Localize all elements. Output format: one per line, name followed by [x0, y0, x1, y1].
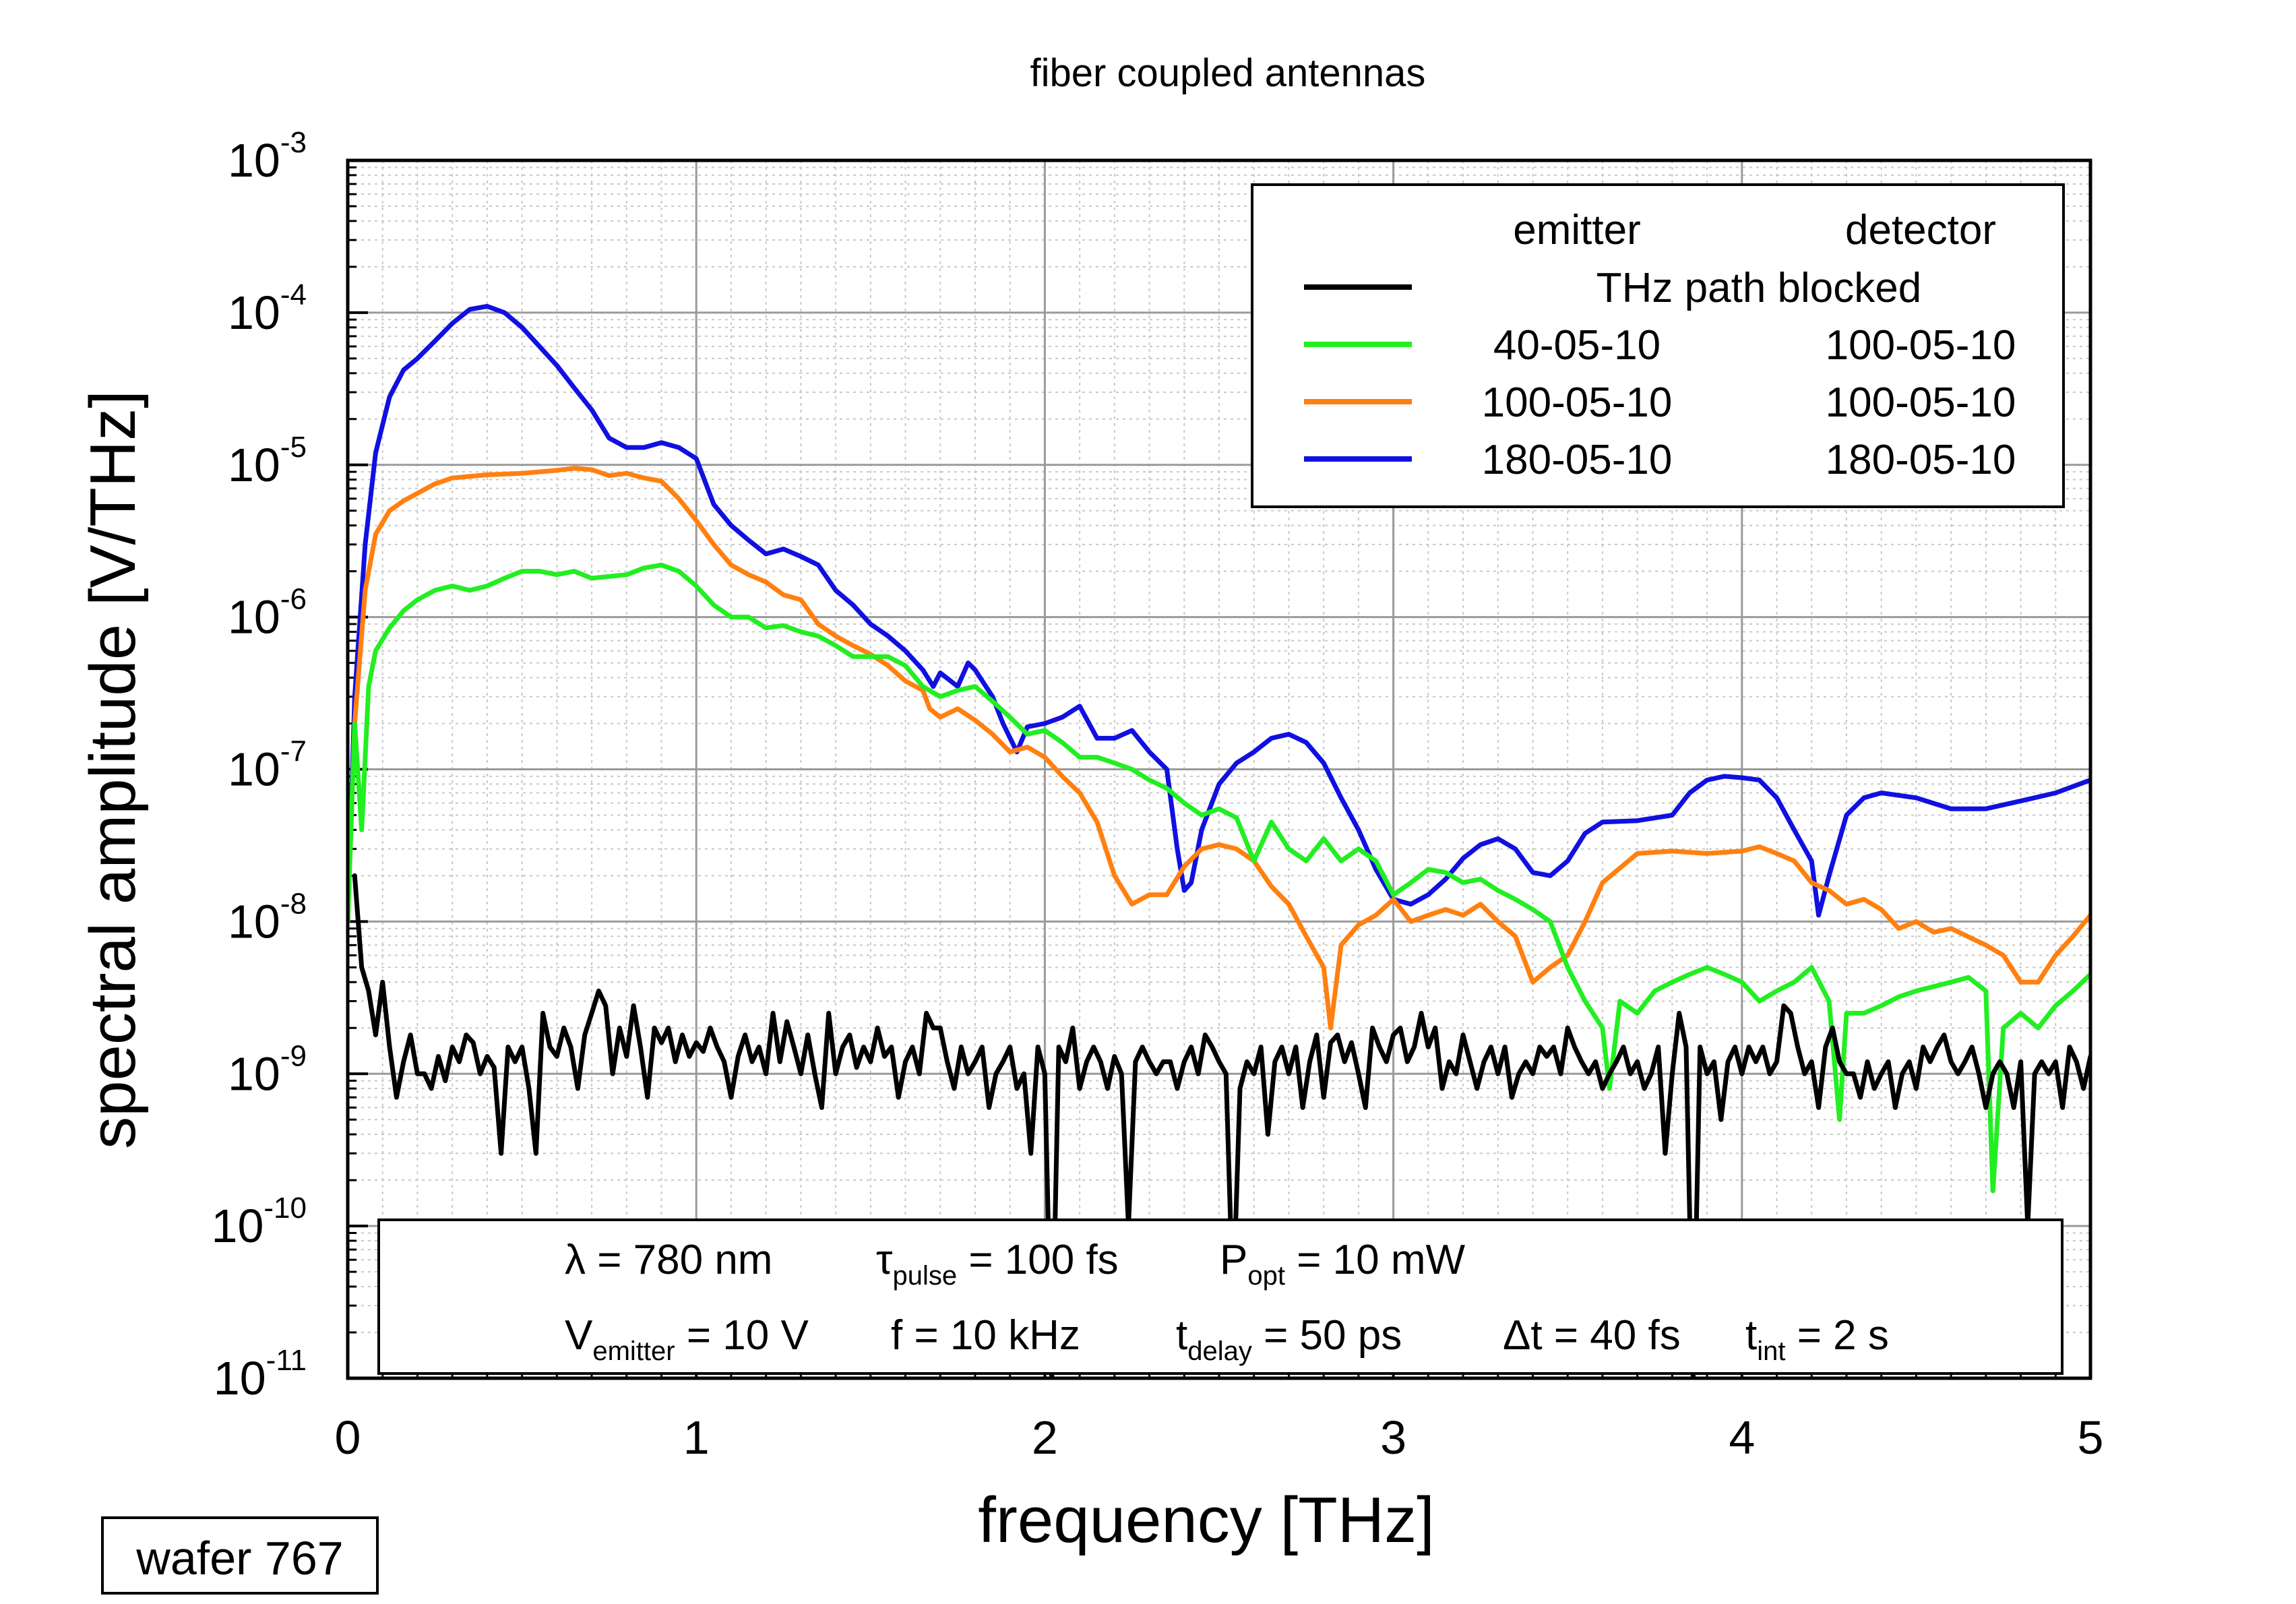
- legend: emitter detector THz path blocked 40-05-…: [1251, 183, 2065, 508]
- legend-emitter-orange: 100-05-10: [1482, 379, 1673, 426]
- legend-detector-green: 100-05-10: [1826, 322, 2016, 369]
- series-line-0: [348, 304, 2090, 924]
- legend-detector-orange: 100-05-10: [1826, 379, 2016, 426]
- wafer-label-frame: [101, 1516, 379, 1595]
- legend-header-emitter: emitter: [1513, 207, 1640, 253]
- x-tick-label: 5: [2078, 1411, 2104, 1464]
- x-tick-label: 0: [335, 1411, 361, 1464]
- x-axis-label: frequency [THz]: [978, 1484, 1435, 1556]
- parameter-box-frame: [377, 1219, 2064, 1375]
- series-line-3: [352, 873, 2090, 1378]
- param-t-int: tint = 2 s: [1745, 1312, 1889, 1366]
- chart-title: fiber coupled antennas: [1030, 51, 1426, 95]
- x-tick-label: 4: [1729, 1411, 1755, 1464]
- param-f: f = 10 kHz: [891, 1312, 1080, 1359]
- y-tick-label: 10-4: [228, 278, 307, 339]
- param-tau-pulse: τpulse = 100 fs: [876, 1237, 1119, 1291]
- param-delta-t: Δt = 40 fs: [1503, 1312, 1681, 1359]
- y-tick-label: 10-10: [212, 1192, 307, 1252]
- plot-frame: [346, 158, 2092, 1380]
- series-line-2: [348, 562, 2090, 1194]
- series-group: [348, 304, 2090, 1378]
- y-tick-label: 10-5: [228, 431, 307, 491]
- parameter-box: λ = 780 nm τpulse = 100 fs Popt = 10 mW …: [377, 1219, 2064, 1375]
- y-tick-labels: 10-3 10-4 10-5 10-6 10-7 10-8 10-9 10-10 10-11: [212, 126, 307, 1405]
- wafer-label: wafer 767: [135, 1532, 343, 1584]
- legend-emitter-blue: 180-05-10: [1482, 437, 1673, 483]
- legend-label-blocked: THz path blocked: [1596, 265, 1921, 311]
- wafer-label-box: wafer 767: [101, 1516, 379, 1595]
- param-v-emitter: Vemitter = 10 V: [565, 1312, 809, 1366]
- param-t-delay: tdelay = 50 ps: [1176, 1312, 1402, 1366]
- y-tick-label: 10-3: [228, 126, 307, 187]
- y-axis-label: spectral amplitude [V/THz]: [77, 390, 149, 1149]
- y-tick-label: 10-6: [228, 583, 307, 644]
- y-tick-label: 10-9: [228, 1039, 307, 1100]
- x-tick-label: 2: [1032, 1411, 1058, 1464]
- series-line-1: [348, 466, 2090, 1030]
- legend-header-detector: detector: [1845, 207, 1996, 253]
- legend-emitter-green: 40-05-10: [1493, 322, 1661, 369]
- y-tick-label: 10-7: [228, 735, 307, 796]
- x-tick-label: 1: [683, 1411, 710, 1464]
- x-tick-label: 3: [1380, 1411, 1406, 1464]
- y-tick-label: 10-8: [228, 887, 307, 948]
- x-tick-labels: 0 1 2 3 4 5: [335, 1411, 2104, 1464]
- y-tick-label: 10-11: [214, 1344, 307, 1405]
- param-lambda: λ = 780 nm: [565, 1237, 772, 1283]
- param-p-opt: Popt = 10 mW: [1220, 1237, 1465, 1291]
- legend-detector-blue: 180-05-10: [1826, 437, 2016, 483]
